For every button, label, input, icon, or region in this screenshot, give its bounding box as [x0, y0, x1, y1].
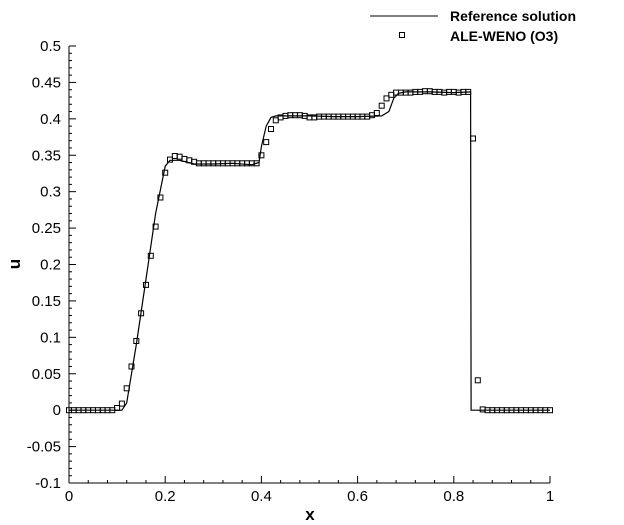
x-tick-label: 0.8: [443, 488, 464, 505]
data-point-marker: [118, 400, 125, 407]
data-point-marker: [176, 153, 183, 160]
data-point-marker: [157, 194, 164, 201]
tick-labels: -0.1 -0.05 0 0.05 0.1 0.15 0.2 0.25 0.3 0.35 0.4 0.…: [27, 38, 554, 505]
data-point-marker: [143, 281, 149, 288]
y-tick-label: 0.35: [32, 147, 61, 164]
data-point-marker: [152, 223, 159, 230]
x-tick-label: 1: [546, 488, 554, 505]
data-point-marker: [373, 110, 380, 116]
series-line-reference: [69, 91, 550, 411]
data-point-marker: [474, 377, 481, 384]
data-point-marker: [253, 160, 260, 167]
x-tick-label: 0.2: [155, 488, 176, 505]
series-layer: [66, 88, 553, 414]
data-point-marker: [268, 126, 274, 132]
legend-label-reference: Reference solution: [450, 8, 576, 24]
plot-frame: [68, 46, 550, 484]
y-tick-label: 0.1: [40, 329, 61, 346]
data-point-marker: [292, 112, 299, 119]
data-point-marker: [114, 405, 121, 411]
data-point-marker: [195, 160, 202, 167]
data-point-marker: [210, 160, 217, 167]
data-point-marker: [407, 89, 414, 96]
data-point-marker: [421, 88, 428, 95]
data-point-marker: [258, 152, 265, 159]
data-point-marker: [171, 153, 178, 159]
y-tick-label: 0: [53, 402, 61, 419]
data-point-marker: [205, 160, 212, 167]
data-point-marker: [470, 135, 476, 142]
data-point-marker: [128, 363, 135, 370]
x-tick-label: 0.6: [347, 488, 368, 505]
data-point-marker: [147, 252, 154, 259]
legend-marker-swatch: [399, 32, 405, 38]
data-point-marker: [465, 88, 472, 95]
y-tick-label: 0.15: [32, 293, 61, 310]
x-tick-label: 0: [65, 488, 73, 505]
data-point-marker: [272, 117, 279, 124]
axis-ticks: [68, 45, 551, 484]
data-point-marker: [263, 139, 270, 146]
data-point-marker: [287, 112, 294, 119]
legend-label-ale-weno: ALE-WENO (O3): [450, 28, 558, 44]
y-tick-label: 0.3: [40, 184, 61, 201]
legend: Reference solution ALE-WENO (O3): [370, 8, 576, 44]
data-point-marker: [450, 88, 457, 95]
y-tick-label: 0.5: [40, 38, 61, 55]
y-tick-label: 0.25: [32, 220, 61, 237]
data-point-marker: [479, 406, 486, 413]
data-point-marker: [547, 407, 553, 414]
data-point-marker: [162, 169, 169, 176]
data-point-marker: [296, 112, 303, 119]
data-point-marker: [369, 112, 375, 119]
data-point-marker: [167, 156, 173, 163]
data-point-marker: [133, 338, 140, 344]
y-tick-label: -0.05: [27, 439, 61, 456]
y-axis-title: u: [5, 259, 24, 269]
data-point-marker: [426, 88, 433, 95]
y-tick-label: 0.05: [32, 366, 61, 383]
y-tick-label: 0.45: [32, 74, 61, 91]
data-point-marker: [200, 160, 207, 167]
y-tick-label: 0.4: [40, 111, 61, 128]
y-tick-label: -0.1: [35, 475, 61, 492]
data-point-marker: [383, 95, 390, 102]
data-point-marker: [138, 310, 145, 317]
data-point-marker: [123, 385, 130, 392]
x-tick-label: 0.4: [251, 488, 272, 505]
y-tick-label: 0.2: [40, 257, 61, 274]
data-point-marker: [378, 102, 385, 109]
data-point-marker: [388, 91, 395, 98]
x-axis-title: x: [305, 505, 315, 524]
